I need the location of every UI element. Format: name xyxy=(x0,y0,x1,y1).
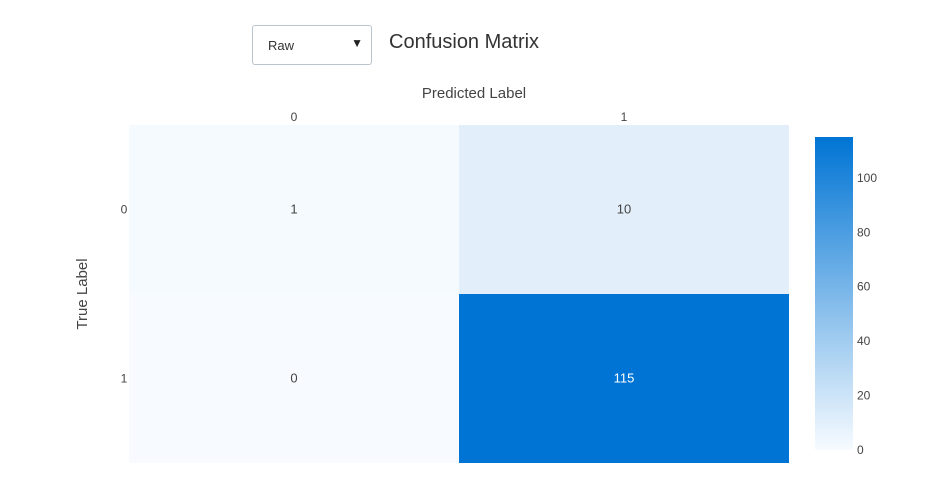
colorbar-tick-label: 20 xyxy=(857,389,871,403)
dropdown-selected-value: Raw xyxy=(268,38,295,53)
chart-title: Confusion Matrix xyxy=(389,31,540,53)
cell-value-label: 10 xyxy=(617,202,631,217)
heatmap-cell xyxy=(459,125,789,294)
heatmap-cell xyxy=(129,125,459,294)
caret-down-icon: ▼ xyxy=(351,36,363,50)
colorbar-tick-label: 80 xyxy=(857,225,871,239)
heatmap-cells xyxy=(129,125,789,463)
normalization-dropdown[interactable]: Raw ▼ xyxy=(252,25,372,65)
x-tick-label: 1 xyxy=(621,110,628,124)
colorbar-tick-label: 0 xyxy=(857,443,864,457)
y-tick-label: 1 xyxy=(121,372,128,386)
cell-value-label: 1 xyxy=(290,202,297,217)
colorbar-tick-labels: 0 20 40 60 80 100 xyxy=(857,171,877,457)
y-tick-label: 0 xyxy=(121,203,128,217)
x-axis-title: Predicted Label xyxy=(422,85,526,102)
y-axis-title: True Label xyxy=(74,258,91,329)
heatmap-cell xyxy=(459,294,789,463)
cell-value-labels: 1 10 0 115 xyxy=(290,202,634,386)
x-tick-label: 0 xyxy=(291,110,298,124)
colorbar-tick-label: 40 xyxy=(857,334,871,348)
cell-value-label: 0 xyxy=(290,371,297,386)
colorbar xyxy=(815,137,853,450)
heatmap-cell xyxy=(129,294,459,463)
y-tick-labels: 01 xyxy=(121,203,128,386)
colorbar-tick-label: 100 xyxy=(857,171,877,185)
colorbar-tick-label: 60 xyxy=(857,280,871,294)
cell-value-label: 115 xyxy=(614,371,635,386)
